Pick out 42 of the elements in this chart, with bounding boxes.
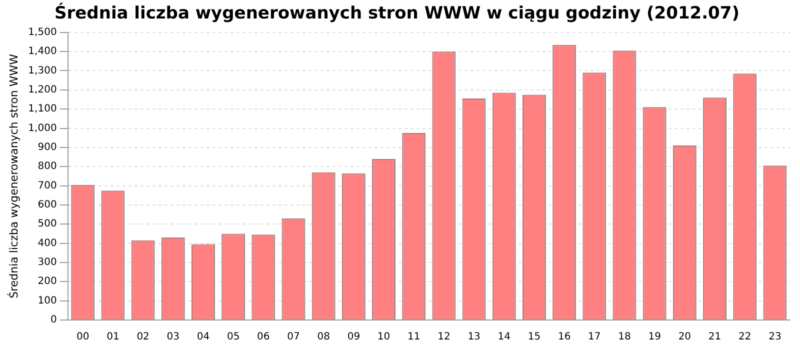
y-tick-label: 300 (38, 257, 57, 268)
x-tick-label: 04 (196, 332, 210, 343)
y-tick-label: 1,100 (28, 104, 57, 115)
y-tick-label: 200 (38, 276, 57, 288)
chart-title: Średnia liczba wygenerowanych stron WWW w ciągu godziny (2012.07) (54, 2, 740, 24)
y-tick-label: 800 (38, 161, 57, 172)
x-tick-label: 08 (317, 332, 330, 343)
x-tick-label: 07 (287, 332, 300, 343)
y-tick-label: 1,000 (28, 122, 57, 134)
x-tick-label: 19 (648, 332, 661, 343)
y-tick-label: 1,400 (28, 46, 57, 58)
y-tick-label: 700 (38, 180, 57, 192)
y-tick-label: 1,300 (28, 65, 57, 76)
y-tick-label: 900 (38, 142, 57, 154)
x-tick-label: 20 (678, 332, 692, 343)
x-tick-label: 10 (377, 332, 390, 343)
x-tick-label: 13 (468, 332, 480, 343)
x-tick-label: 16 (558, 332, 571, 343)
x-tick-label: 14 (498, 332, 511, 343)
x-tick-label: 06 (257, 332, 270, 343)
x-tick-label: 03 (166, 332, 180, 343)
x-tick-label: 05 (226, 332, 240, 343)
y-tick-label: 600 (38, 200, 57, 211)
x-tick-label: 23 (768, 332, 782, 343)
y-tick-label: 1,500 (28, 26, 57, 38)
x-tick-label: 09 (347, 332, 360, 343)
x-tick-label: 22 (738, 332, 752, 343)
y-tick-label: 100 (38, 295, 57, 306)
x-tick-label: 00 (76, 332, 90, 343)
y-axis-title: Średnia liczba wygenerowanych stron WWW (6, 54, 20, 298)
x-tick-label: 17 (588, 332, 601, 343)
x-tick-label: 18 (618, 332, 631, 343)
x-tick-label: 15 (528, 332, 541, 343)
x-tick-label: 11 (408, 332, 420, 343)
x-tick-label: 02 (136, 332, 150, 343)
y-tick-label: 1,200 (28, 84, 57, 96)
y-tick-label: 400 (38, 238, 57, 249)
x-tick-label: 01 (106, 332, 120, 343)
y-tick-label: 0 (50, 314, 57, 326)
x-tick-label: 21 (708, 332, 722, 343)
x-tick-label: 12 (438, 332, 450, 343)
y-tick-label: 500 (38, 218, 57, 230)
